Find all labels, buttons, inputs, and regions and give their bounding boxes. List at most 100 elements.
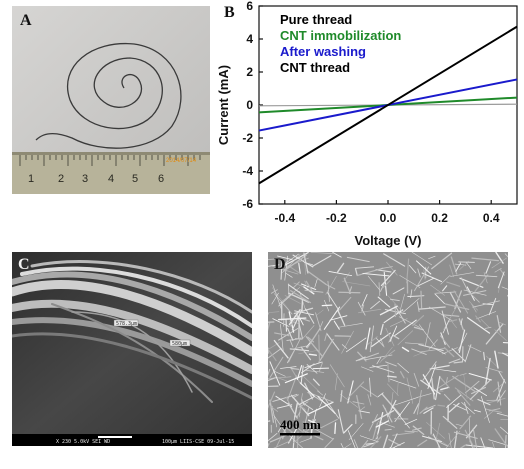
- nanotube-strand: [410, 289, 413, 299]
- nanotube-strand: [397, 362, 410, 374]
- nanotube-strand: [358, 352, 380, 361]
- nanotube-strand: [339, 296, 352, 311]
- measurement-label-2: 580μm: [172, 341, 187, 347]
- nanotube-strand: [299, 318, 304, 326]
- nanotube-strand: [449, 264, 455, 278]
- nanotube-strand: [464, 380, 480, 394]
- nanotube-strand: [354, 267, 358, 276]
- nanotube-strand: [421, 272, 443, 283]
- nanotube-strand: [343, 277, 352, 295]
- nanotube-strand: [403, 298, 420, 313]
- nanotube-strand: [463, 290, 487, 296]
- panel-label-a: A: [20, 12, 32, 29]
- nanotube-strand: [310, 252, 334, 254]
- nanotube-strand: [336, 262, 345, 273]
- nanotube-strand: [280, 260, 283, 280]
- nanotube-strand: [439, 376, 450, 389]
- nanotube-strand: [387, 363, 390, 383]
- nanotube-strand: [303, 262, 313, 266]
- y-tick-label: -2: [242, 131, 253, 145]
- nanotube-strand: [272, 284, 282, 310]
- sem-fibers: 578.3μm 580μm X 230 5.0kV SEI WD 100μm L…: [12, 252, 252, 446]
- nanotube-strand: [285, 421, 299, 429]
- nanotube-strand: [347, 430, 356, 448]
- nanotube-strand: [389, 378, 417, 389]
- nanotube-strand: [358, 308, 382, 314]
- nanotube-strand: [268, 368, 271, 377]
- nanotube-strand: [454, 387, 474, 402]
- nanotube-strand: [475, 315, 481, 323]
- nanotube-strand: [299, 382, 315, 397]
- nanotube-strand: [298, 404, 306, 411]
- nanotube-strand: [485, 367, 503, 373]
- y-tick-label: 4: [246, 32, 253, 46]
- nanotube-strand: [299, 437, 313, 443]
- nanotube-strand: [448, 358, 461, 364]
- nanotube-strand: [369, 325, 374, 353]
- nanotube-strand: [305, 341, 312, 348]
- nanotube-strand: [323, 396, 340, 419]
- nanotube-strand: [288, 337, 302, 363]
- nanotube-strand: [435, 375, 459, 390]
- nanotube-strand: [269, 399, 275, 423]
- nanotube-strand: [290, 367, 301, 383]
- nanotube-strand: [299, 290, 306, 310]
- ruler-number-3: 3: [82, 173, 88, 185]
- nanotube-strand: [355, 266, 375, 269]
- nanotube-strand: [437, 404, 446, 407]
- nanotube-strand: [347, 381, 365, 399]
- nanotube-strand: [296, 312, 303, 339]
- nanotube-strand: [486, 355, 499, 369]
- x-tick-label: -0.4: [274, 211, 295, 225]
- nanotube-strand: [424, 322, 431, 347]
- nanotube-strand: [428, 306, 454, 322]
- nanotube-strand: [352, 401, 365, 405]
- nanotube-strand: [307, 419, 319, 425]
- nanotube-strand: [495, 379, 506, 402]
- nanotube-strand: [401, 346, 410, 352]
- ruler-number-4: 4: [108, 173, 114, 185]
- nanotube-strand: [293, 282, 304, 287]
- nanotube-strand: [442, 415, 458, 429]
- nanotube-strand: [391, 334, 400, 340]
- nanotube-strand: [485, 261, 492, 274]
- nanotube-strand: [411, 252, 433, 266]
- nanotube-strand: [416, 390, 422, 415]
- nanotube-strand: [432, 368, 457, 373]
- nanotube-strand: [306, 364, 318, 374]
- nanotube-strand: [412, 425, 425, 436]
- nanotube-strand: [395, 307, 406, 324]
- iv-chart: -6 -4 -2 0 2 4 6 -0.4 -0.2 0.0 0.2 0.4 Pure thread…: [216, 0, 518, 248]
- nanotube-strand: [273, 339, 289, 359]
- nanotube-strand: [357, 351, 367, 362]
- nanotube-strand: [367, 336, 378, 345]
- nanotube-strand: [345, 337, 367, 353]
- nanotube-strand: [304, 280, 308, 289]
- panel-a-photo: 1 2 3 4 5 6 2014/07/14 A: [12, 6, 210, 194]
- nanotube-strand: [434, 293, 445, 304]
- nanotube-strand: [413, 351, 426, 357]
- nanotube-strand: [423, 407, 434, 414]
- nanotube-strand: [458, 329, 466, 354]
- nanotube-strand: [436, 349, 446, 355]
- nanotube-strand: [356, 395, 363, 420]
- nanotube-strand: [268, 321, 271, 332]
- nanotube-strand: [418, 343, 444, 352]
- nanotube-strand: [380, 269, 396, 287]
- nanotube-strand: [278, 328, 299, 341]
- nanotube-strand: [488, 297, 497, 316]
- nanotube-strand: [413, 372, 420, 387]
- nanotube-strand: [469, 379, 491, 400]
- nanotube-strand: [485, 323, 504, 345]
- nanotube-strand: [443, 346, 455, 358]
- nanotube-strand: [461, 402, 475, 415]
- nanotube-strand: [377, 392, 384, 398]
- nanotube-strand: [360, 385, 378, 398]
- nanotube-strand: [446, 281, 461, 287]
- nanotube-strand: [347, 380, 354, 404]
- nanotube-strand: [369, 436, 382, 448]
- nanotube-strand: [388, 335, 392, 343]
- nanotube-strand: [361, 366, 374, 372]
- nanotube-strand: [497, 282, 501, 293]
- nanotube-strand: [457, 332, 468, 351]
